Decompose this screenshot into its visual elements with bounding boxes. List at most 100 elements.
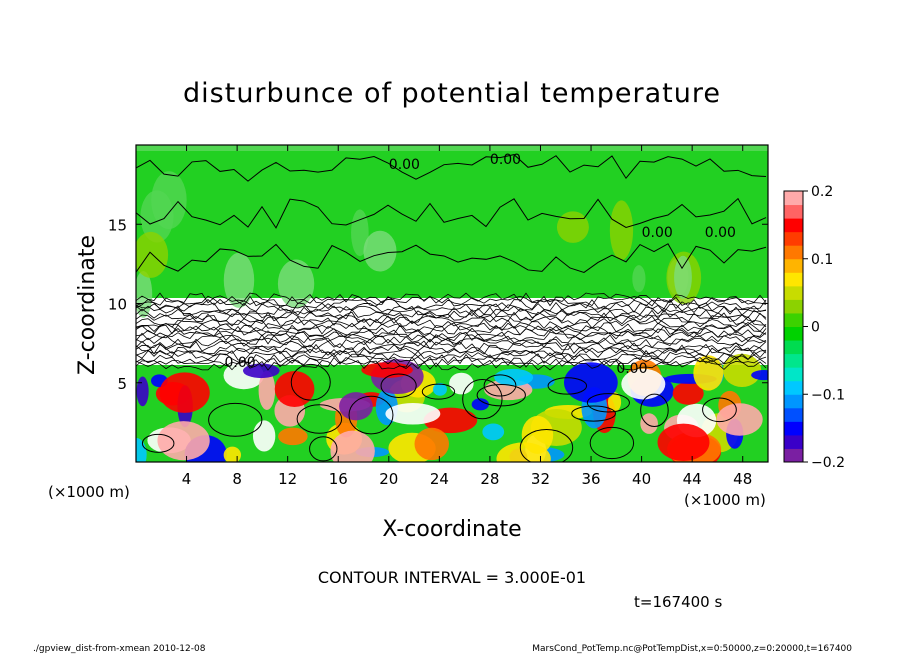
contour-line: [136, 318, 767, 329]
contour-line: [136, 337, 767, 349]
field-blob: [609, 200, 634, 261]
colorbar-cell: [784, 353, 803, 368]
contour-loop: [208, 402, 263, 437]
y-axis: 5 10 15: [108, 216, 768, 393]
colorbar-cell: [784, 204, 803, 219]
field-blob: [223, 252, 255, 308]
field-blob: [432, 382, 447, 396]
field-blob: [556, 211, 589, 243]
field-blob: [414, 427, 449, 461]
colorbar-cell: [784, 299, 803, 314]
contour-line: [136, 346, 767, 358]
contour-loop: [348, 395, 394, 435]
field-blob: [494, 368, 534, 387]
colorbar-tick-label: 0.2: [811, 184, 833, 200]
contour-loop: [571, 405, 616, 422]
contour-line: [136, 353, 767, 365]
field-blob: [640, 413, 658, 434]
colorbar-cell: [784, 245, 803, 260]
field-blob: [449, 372, 474, 395]
colorbar-cell: [784, 312, 803, 327]
contour-loop: [421, 383, 456, 400]
field-blob: [716, 403, 763, 436]
colorbar-cell: [784, 340, 803, 355]
contour-loop: [586, 393, 630, 413]
x-axis: 4 8 12 16 20 24 28 32 36 40 44 48: [182, 145, 752, 488]
x-tick-label: 24: [430, 470, 449, 488]
contour-loop: [380, 373, 417, 399]
x-tick-label: 20: [379, 470, 398, 488]
y-tick-label: 5: [117, 375, 127, 393]
field-blob: [482, 423, 505, 441]
x-tick-label: 36: [581, 470, 600, 488]
colorbar-cell: [784, 407, 803, 422]
colorbar-cell: [784, 448, 803, 463]
contour-label: 0.00: [642, 225, 673, 241]
chart-title: disturbunce of potential temperature: [183, 78, 721, 109]
contour-line: [136, 295, 767, 307]
field-blob: [361, 362, 413, 378]
contour-label: 0.00: [490, 152, 521, 168]
footer-left: ./gpview_dist-from-xmean 2010-12-08: [33, 644, 206, 654]
contour-line: [136, 154, 767, 182]
contour-label: 0.00: [389, 157, 420, 173]
contour-loop: [519, 429, 574, 462]
field-blob: [258, 370, 276, 411]
field-blob: [632, 265, 646, 293]
contour-line: [136, 356, 767, 368]
contour-loop: [589, 426, 635, 460]
field-blob: [136, 231, 169, 278]
colorbar-cell: [784, 394, 803, 409]
x-unit-right: (×1000 m): [684, 491, 766, 509]
field-blob: [385, 403, 441, 425]
field-blob: [496, 442, 551, 462]
field-blob: [274, 370, 315, 407]
contour-loop: [702, 397, 737, 423]
field-blob: [607, 392, 622, 412]
footer-right: MarsCond_PotTemp.nc@PotTempDist,x=0:5000…: [532, 644, 852, 654]
field-blob: [471, 398, 489, 411]
contour-loop: [483, 374, 517, 397]
contour-line: [136, 243, 767, 274]
contour-label-group: 0.00 0.00 0.00 0.00 0.00 0.00: [224, 152, 735, 377]
field-blob: [136, 437, 147, 462]
colorbar-cell: [784, 380, 803, 395]
field-blob: [159, 372, 210, 413]
colorbar-cell: [784, 231, 803, 246]
x-tick-label: 44: [683, 470, 702, 488]
contour-loop: [290, 363, 331, 401]
field-blob: [363, 230, 397, 272]
contour-label: 0.00: [224, 355, 255, 371]
field-blob: [563, 362, 618, 403]
colorbar-tick-label: −0.2: [811, 455, 845, 471]
colorbar-cell: [784, 285, 803, 300]
x-tick-label: 40: [632, 470, 651, 488]
contour-line: [136, 197, 767, 229]
field-blob: [252, 420, 276, 452]
contour-line: [136, 343, 767, 355]
x-tick-label: 16: [329, 470, 348, 488]
y-tick-label: 10: [108, 296, 127, 314]
x-tick-label: 12: [278, 470, 297, 488]
contour-loop: [640, 393, 669, 427]
contour-loop: [462, 378, 503, 420]
x-tick-label: 4: [182, 470, 192, 488]
contour-line: [136, 298, 767, 310]
colorbar-tick-label: 0.1: [811, 252, 833, 268]
field-blob: [136, 376, 149, 407]
field-blob: [672, 382, 704, 405]
contour-line: [136, 315, 767, 326]
contour-interval: CONTOUR INTERVAL = 3.000E-01: [318, 568, 586, 587]
plot-area: 0.00 0.00 0.00 0.00 0.00 0.00: [135, 144, 769, 463]
contour-label: 0.00: [616, 361, 647, 377]
x-tick-label: 28: [480, 470, 499, 488]
x-tick-label: 8: [232, 470, 242, 488]
x-tick-label: 32: [531, 470, 550, 488]
y-tick-label: 15: [108, 216, 127, 234]
field-blob: [751, 370, 768, 381]
colorbar-cell: [784, 434, 803, 449]
contour-lines: [136, 154, 767, 462]
colorbar-cell: [784, 421, 803, 436]
field-blob: [278, 427, 308, 446]
